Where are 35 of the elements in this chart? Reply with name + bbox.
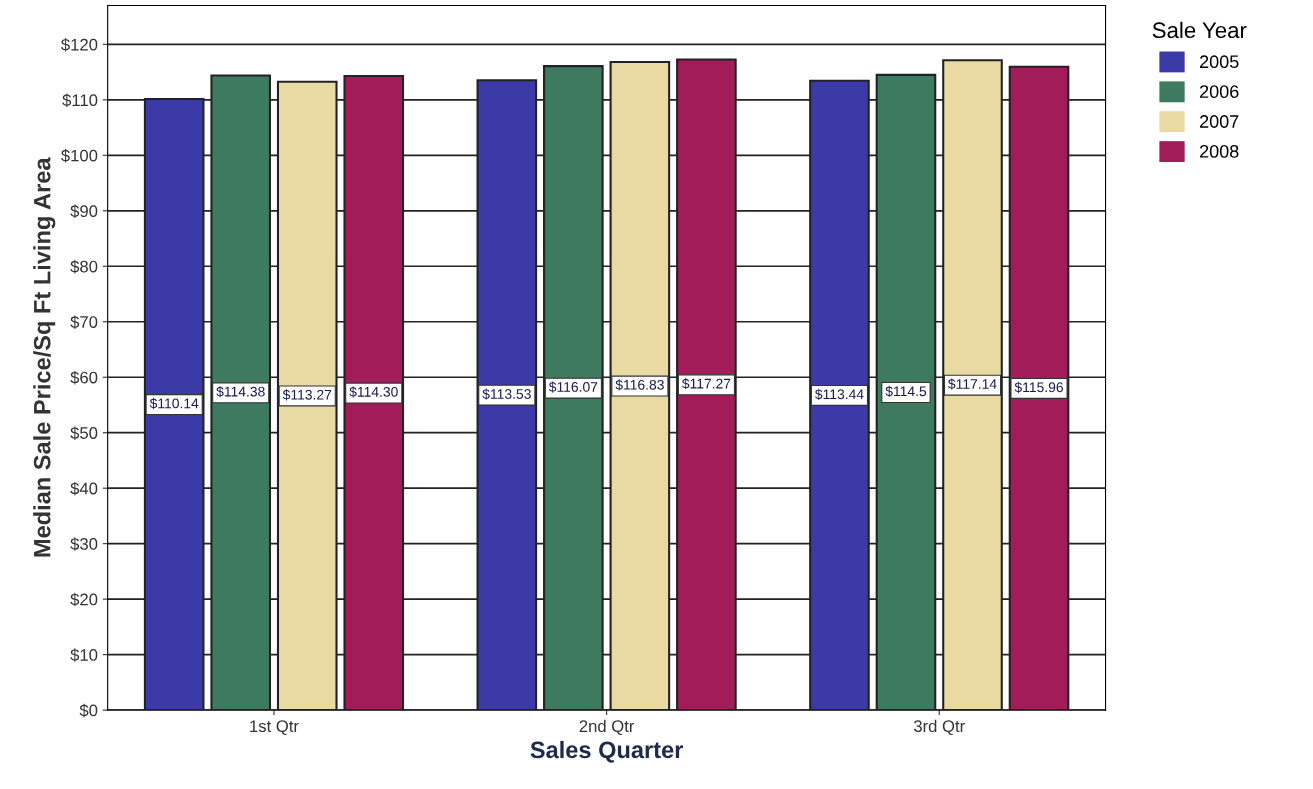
data-label: $115.96: [1014, 381, 1063, 393]
x-tick-label: 1st Qtr: [250, 720, 299, 736]
data-label: $116.07: [548, 381, 598, 393]
data-label: $114.30: [349, 386, 398, 398]
data-label: $113.27: [282, 389, 332, 401]
legend-label: 2007: [1200, 115, 1239, 128]
x-axis-title: Sales Quarter: [530, 740, 684, 763]
y-tick-label: $80: [70, 259, 98, 274]
legend-label: 2006: [1200, 85, 1239, 99]
y-tick-label: $70: [70, 315, 98, 329]
y-tick-label: $120: [61, 38, 98, 52]
y-tick-label: $30: [70, 537, 98, 551]
data-label: $117.14: [948, 378, 997, 390]
data-label: $114.5: [885, 385, 927, 398]
y-tick-label: $0: [79, 703, 98, 718]
y-tick-label: $10: [70, 648, 98, 662]
y-tick-label: $90: [70, 204, 98, 218]
y-tick-label: $60: [70, 370, 98, 385]
data-label: $113.44: [815, 388, 864, 400]
x-tick-label: 3rd Qtr: [913, 719, 965, 736]
x-tick-label: 2nd Qtr: [579, 719, 635, 736]
y-tick-label: $40: [70, 481, 98, 496]
legend-label: 2008: [1200, 144, 1239, 158]
y-axis-title: Median Sale Price/Sq Ft Living Area: [33, 157, 56, 557]
y-tick-label: $50: [70, 426, 98, 440]
data-label: $114.38: [216, 386, 265, 398]
data-label: $110.14: [149, 397, 199, 410]
legend-label: 2005: [1200, 55, 1239, 69]
y-tick-label: $100: [61, 149, 98, 163]
data-label: $117.27: [681, 378, 731, 390]
data-label: $113.53: [482, 388, 531, 400]
y-tick-label: $20: [70, 592, 98, 607]
data-label: $116.83: [615, 379, 664, 391]
y-tick-label: $110: [62, 93, 98, 108]
legend-title: Sale Year: [1152, 21, 1247, 39]
